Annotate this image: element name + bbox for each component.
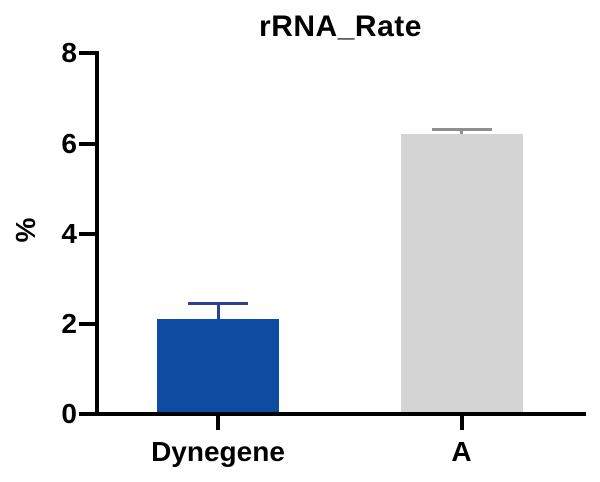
y-tick-label: 0: [61, 398, 77, 429]
y-tick-label: 4: [61, 217, 77, 249]
bar-a: [400, 134, 523, 412]
y-tick: [79, 51, 95, 55]
y-tick-label: 2: [61, 308, 77, 339]
x-tick-dynegene: [216, 416, 220, 430]
y-tick-label: 6: [61, 127, 77, 159]
x-axis-line: [95, 412, 586, 416]
error-bar-cap-a: [431, 128, 492, 131]
bar-dynegene: [157, 319, 279, 412]
x-tick-label-dynegene: Dynegene: [151, 436, 285, 467]
x-tick-label-a: A: [451, 436, 472, 467]
y-tick: [79, 141, 95, 146]
y-tick: [79, 412, 95, 416]
y-tick: [79, 322, 95, 326]
x-tick-a: [459, 416, 464, 430]
y-tick-label: 8: [61, 37, 77, 68]
error-bar-line-dynegene: [216, 303, 220, 320]
chart-title: rRNA_Rate: [259, 10, 422, 43]
error-bar-cap-dynegene: [188, 302, 248, 305]
error-bar-line-a: [460, 129, 463, 134]
y-tick: [79, 231, 95, 236]
y-axis-line: [95, 51, 99, 416]
